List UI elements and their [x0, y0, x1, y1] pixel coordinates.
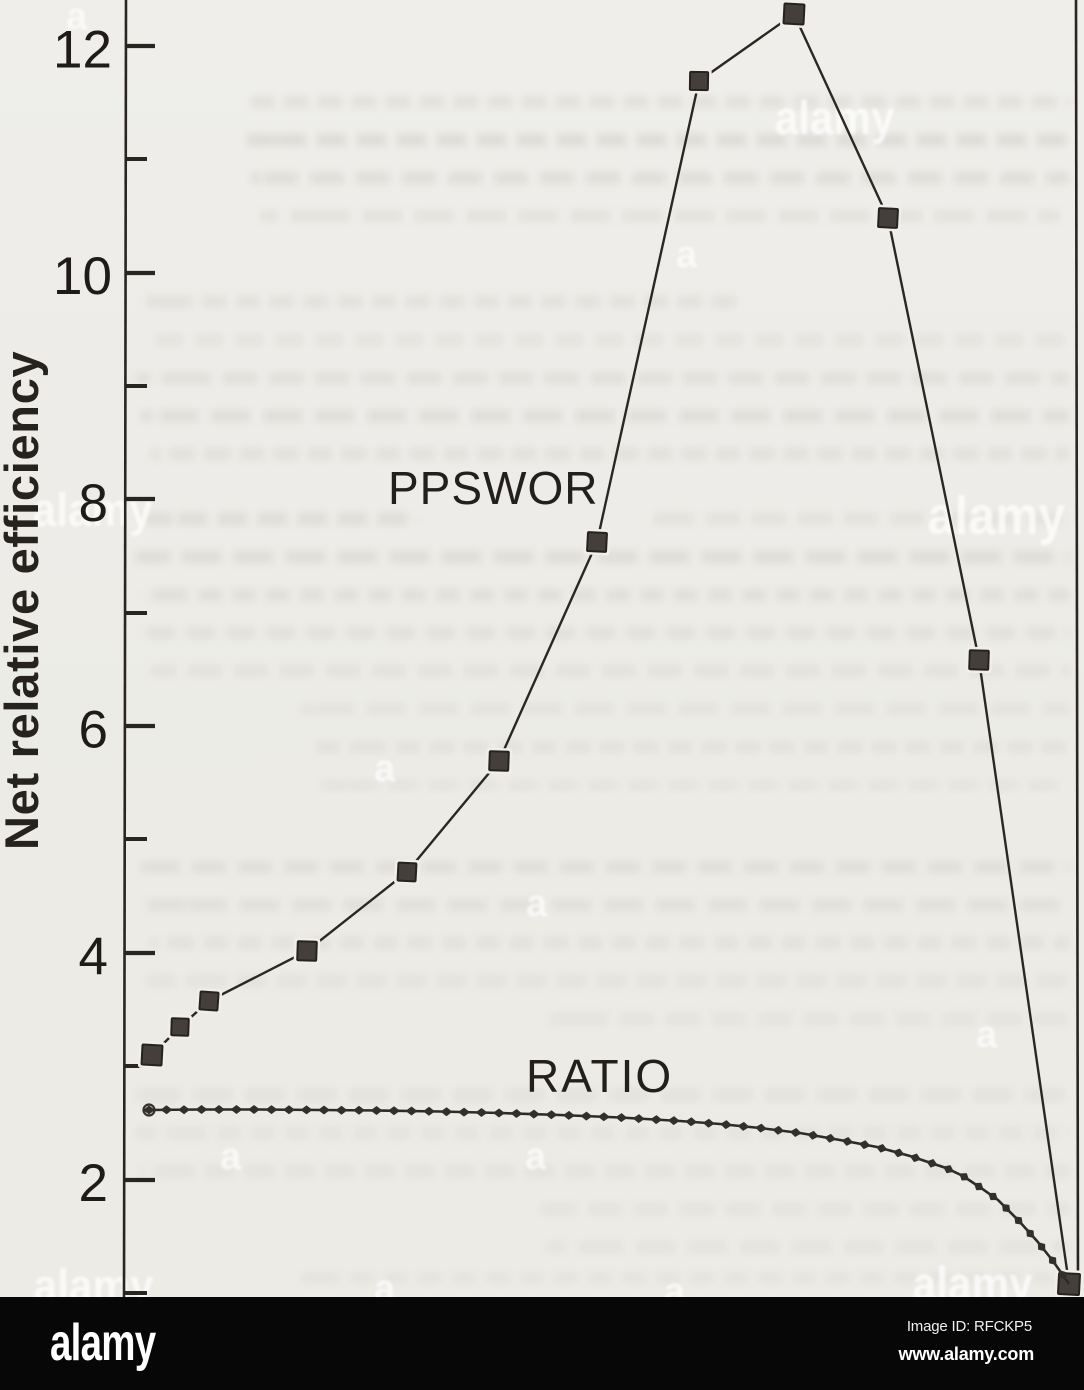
svg-text:4: 4	[79, 927, 108, 986]
svg-text:8: 8	[79, 474, 108, 533]
svg-text:RATIO: RATIO	[526, 1050, 673, 1102]
svg-text:PPSWOR: PPSWOR	[388, 462, 598, 514]
svg-text:12: 12	[53, 21, 112, 80]
svg-text:10: 10	[53, 247, 112, 306]
svg-text:Net relative efficiency: Net relative efficiency	[0, 351, 48, 850]
svg-text:2: 2	[79, 1154, 108, 1213]
svg-text:6: 6	[79, 701, 108, 760]
